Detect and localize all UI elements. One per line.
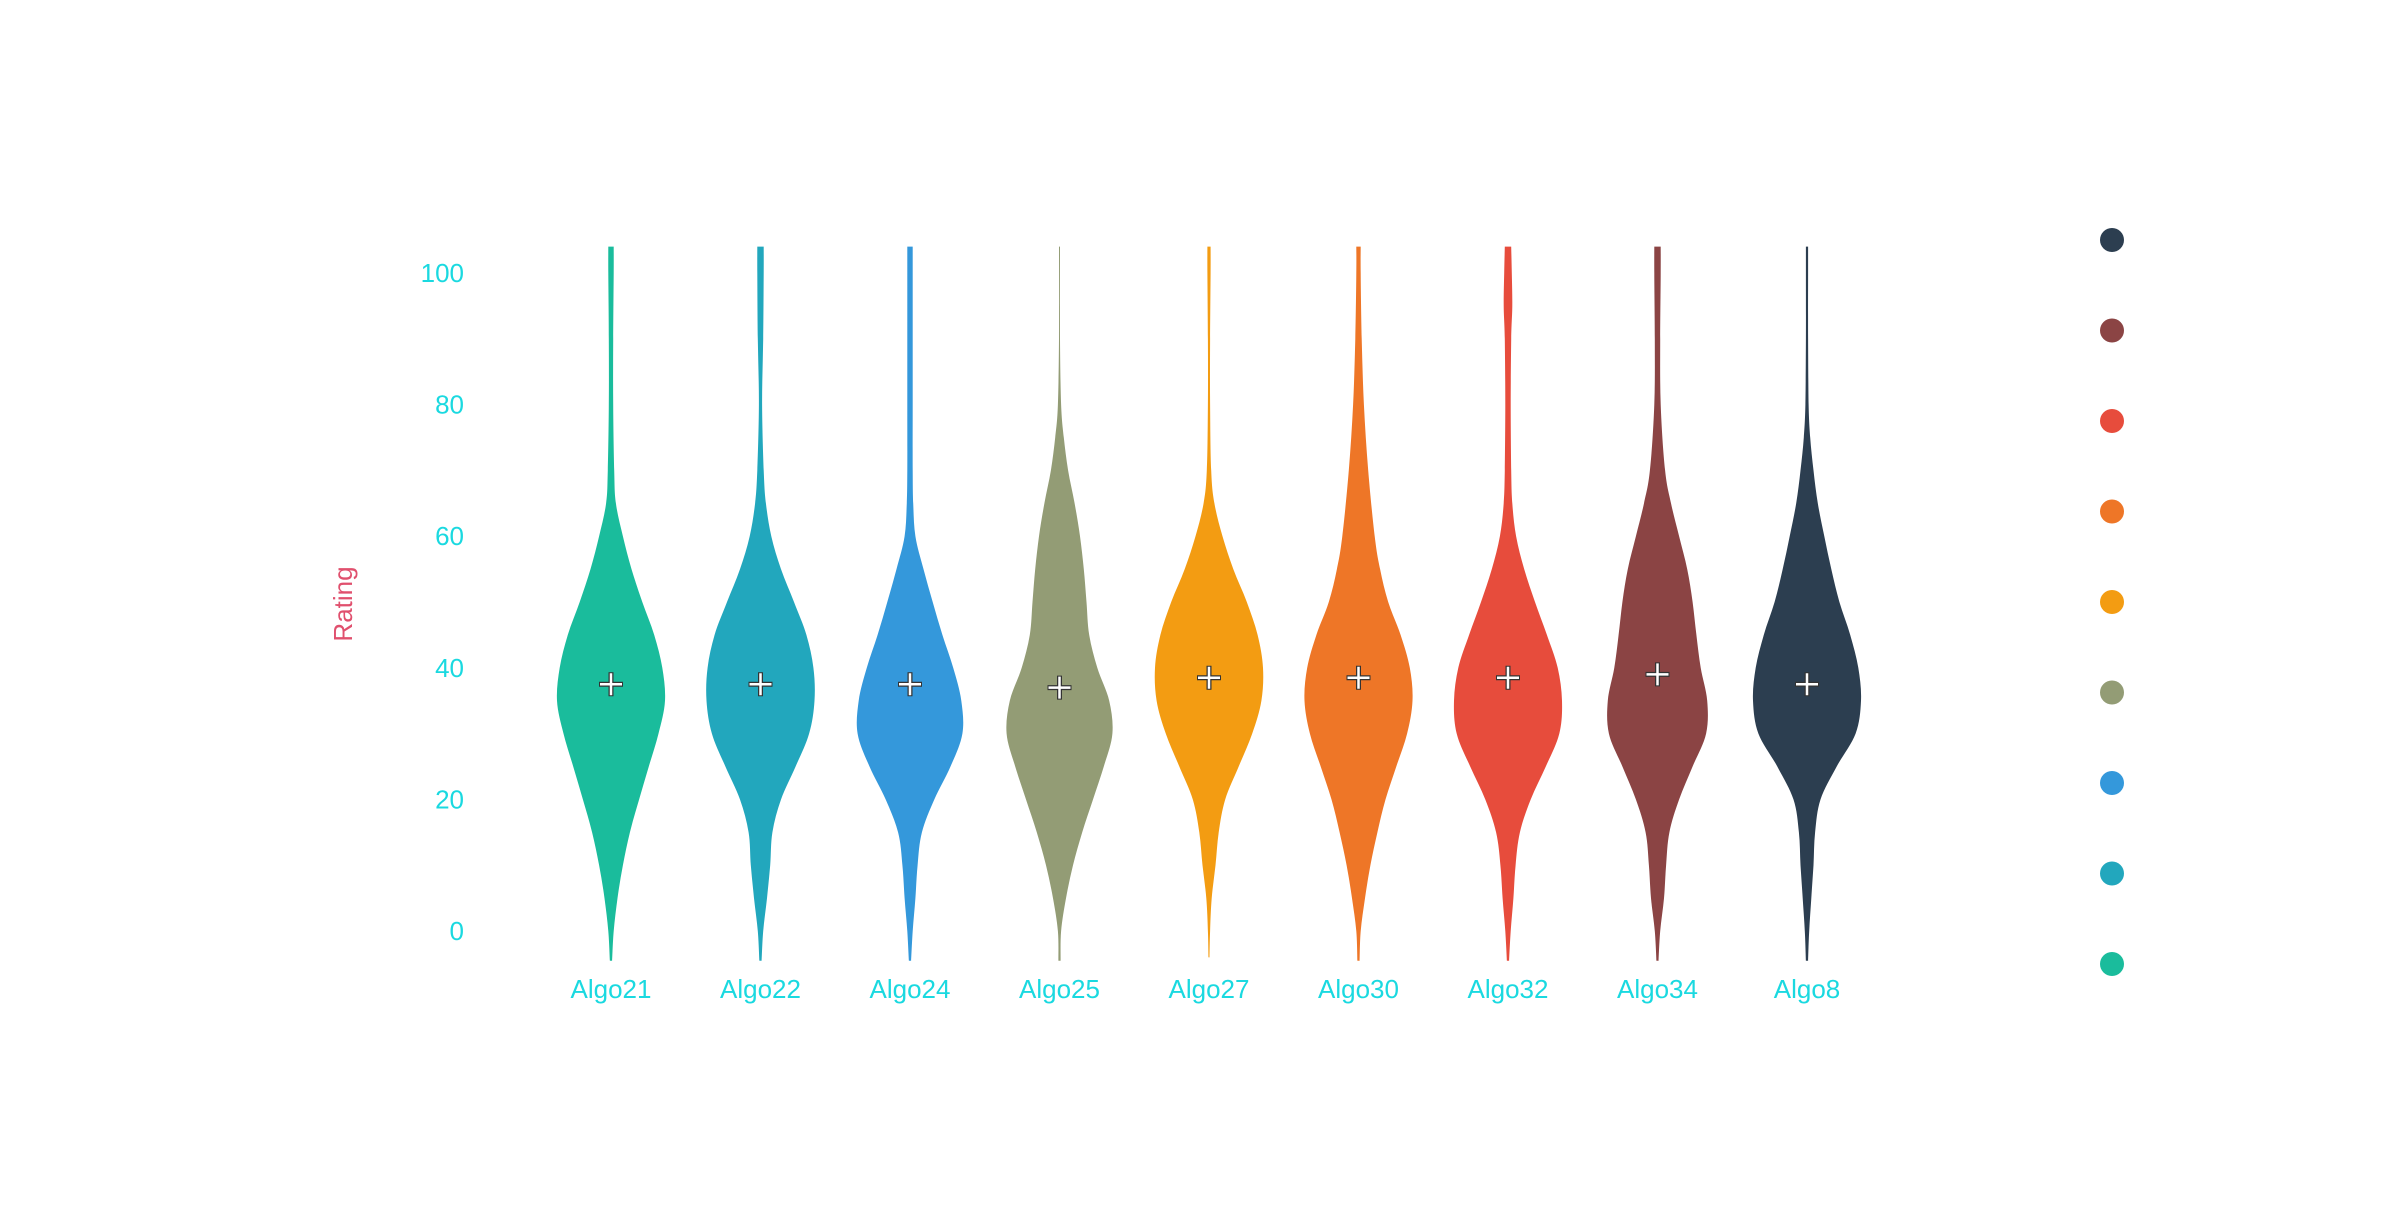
violin-body bbox=[1154, 246, 1264, 958]
x-tick-label: Algo25 bbox=[1019, 974, 1100, 1004]
mean-marker bbox=[1497, 666, 1519, 689]
x-tick-label: Algo22 bbox=[720, 974, 801, 1004]
x-axis: Algo21 Algo22 Algo24 Algo25 Algo27 Algo30 Algo… bbox=[571, 974, 1841, 1004]
violin-plot-area bbox=[556, 246, 1862, 961]
mean-marker bbox=[1198, 666, 1220, 689]
violin-algo8 bbox=[1752, 246, 1862, 961]
x-tick-label: Algo34 bbox=[1617, 974, 1698, 1004]
mean-marker bbox=[899, 673, 921, 696]
y-tick-label: 20 bbox=[435, 784, 464, 814]
y-tick-label: 100 bbox=[421, 258, 464, 288]
y-axis-title: Rating bbox=[328, 566, 358, 641]
mean-marker bbox=[1646, 663, 1669, 686]
y-axis: 0 20 40 60 80 100 bbox=[421, 258, 464, 946]
violin-body bbox=[1607, 246, 1708, 961]
violin-algo22 bbox=[706, 246, 815, 961]
violin-algo34 bbox=[1607, 246, 1708, 961]
legend-marker bbox=[2100, 861, 2124, 886]
mean-marker bbox=[1796, 673, 1818, 696]
legend-marker bbox=[2100, 318, 2124, 343]
violin-body bbox=[706, 246, 815, 961]
y-tick-label: 40 bbox=[435, 653, 464, 683]
x-tick-label: Algo32 bbox=[1468, 974, 1549, 1004]
mean-marker bbox=[749, 673, 772, 696]
violin-body bbox=[556, 246, 666, 961]
y-tick-label: 80 bbox=[435, 390, 464, 420]
legend-marker bbox=[2100, 952, 2124, 976]
x-tick-label: Algo8 bbox=[1774, 974, 1841, 1004]
violin-body bbox=[1304, 246, 1413, 961]
violin-body bbox=[1453, 246, 1563, 961]
legend-marker bbox=[2100, 228, 2124, 252]
violin-algo21 bbox=[556, 246, 666, 961]
violin-algo25 bbox=[1006, 246, 1113, 961]
violin-body bbox=[1006, 246, 1113, 961]
y-tick-label: 60 bbox=[435, 521, 464, 551]
violin-algo24 bbox=[856, 246, 964, 961]
legend-marker bbox=[2100, 771, 2124, 795]
violin-body bbox=[1752, 246, 1862, 961]
mean-marker bbox=[1347, 666, 1370, 689]
violin-algo30 bbox=[1304, 246, 1413, 961]
legend-marker bbox=[2100, 680, 2124, 705]
x-tick-label: Algo27 bbox=[1169, 974, 1250, 1004]
legend-marker bbox=[2100, 590, 2124, 614]
legend bbox=[2100, 228, 2124, 976]
legend-marker bbox=[2100, 499, 2124, 524]
legend-marker bbox=[2100, 409, 2124, 433]
violin-body bbox=[856, 246, 964, 961]
x-tick-label: Algo21 bbox=[571, 974, 652, 1004]
x-tick-label: Algo24 bbox=[870, 974, 951, 1004]
violin-algo27 bbox=[1154, 246, 1264, 958]
mean-marker bbox=[1048, 676, 1071, 699]
y-tick-label: 0 bbox=[450, 916, 464, 946]
mean-marker bbox=[600, 673, 622, 696]
x-tick-label: Algo30 bbox=[1318, 974, 1399, 1004]
violin-algo32 bbox=[1453, 246, 1563, 961]
